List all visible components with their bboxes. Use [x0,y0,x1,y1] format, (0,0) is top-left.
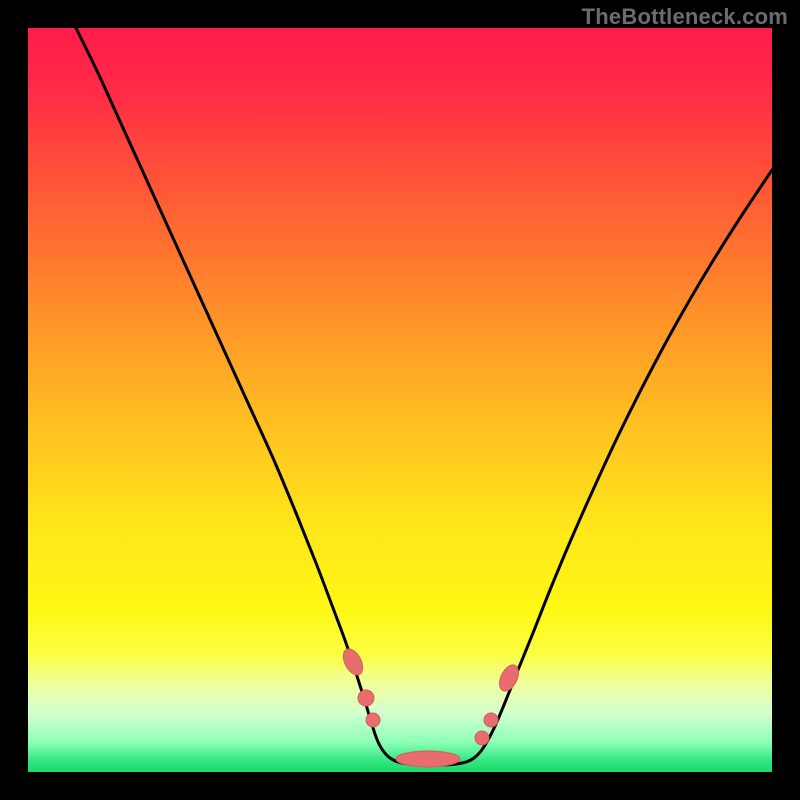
bead-marker [366,713,380,727]
curve-right-arm [432,170,772,765]
plot-area [28,28,772,772]
bead-marker [396,751,460,767]
curve-layer [28,28,772,772]
bead-marker [484,713,498,727]
chart-frame: TheBottleneck.com [0,0,800,800]
source-watermark: TheBottleneck.com [582,4,788,30]
bead-marker [475,731,489,745]
bead-marker [339,646,366,678]
bead-marker [358,690,374,706]
curve-left-arm [76,28,432,765]
